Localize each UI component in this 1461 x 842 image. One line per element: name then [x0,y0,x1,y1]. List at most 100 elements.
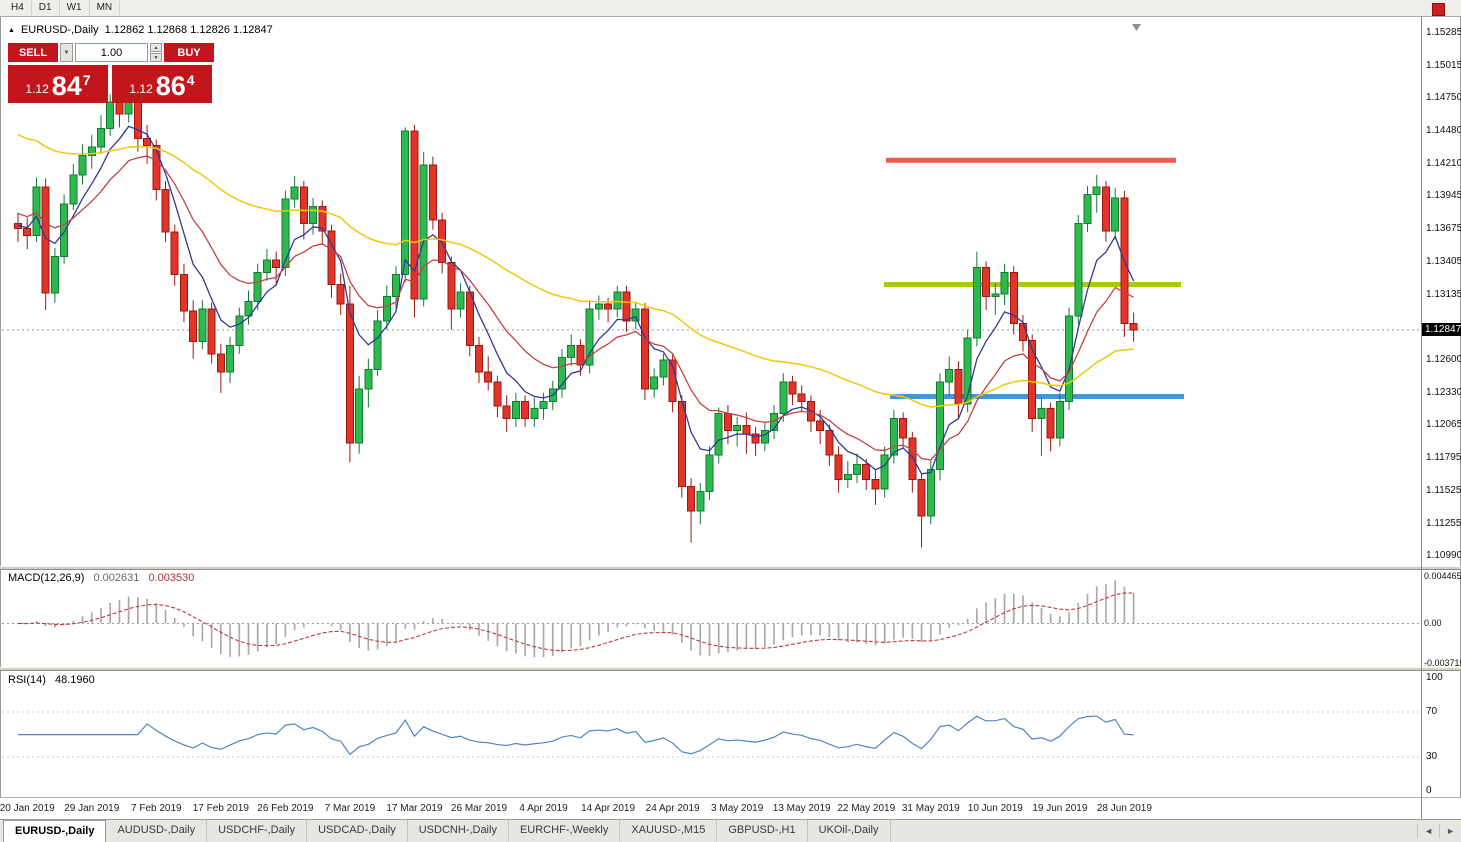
buy-price-main: 1.12 [129,82,153,96]
macd-scale-label: -0.003715 [1424,658,1461,668]
price-scale-label: 1.12065 [1426,419,1461,431]
timeframe-button-d1[interactable]: D1 [32,1,60,15]
sell-price-big: 84 [51,71,82,101]
one-click-trading-panel: SELL ▼ ▲ ▼ BUY 1.12 84 7 1.12 86 4 [8,43,214,103]
date-label: 28 Jun 2019 [1096,803,1152,814]
chart-tab-usdcnh[interactable]: USDCNH-,Daily [408,820,509,842]
date-label: 26 Feb 2019 [257,803,314,814]
price-scale-label: 1.13945 [1426,190,1461,202]
chart-tab-bar: EURUSD-,Daily AUDUSD-,Daily USDCHF-,Daily U… [0,819,1461,842]
price-scale-label: 1.14210 [1426,157,1461,169]
chart-tab-eurusd[interactable]: EURUSD-,Daily [3,820,107,842]
sell-price-main: 1.12 [25,82,49,96]
buy-quote-panel[interactable]: 1.12 86 4 [112,65,212,103]
date-label: 17 Feb 2019 [192,803,249,814]
price-scale-label: 1.12330 [1426,386,1461,398]
date-label: 7 Feb 2019 [130,803,182,814]
price-scale-label: 1.15015 [1426,59,1461,71]
chart-header: ▲ EURUSD-,Daily 1.12862 1.12868 1.12826 … [8,24,273,36]
date-label: 19 Jun 2019 [1032,803,1088,814]
rsi-value: 48.1960 [54,674,95,686]
candlestick-series [14,85,1138,548]
price-scale-separator [1421,17,1422,819]
date-label: 26 Mar 2019 [450,803,508,814]
price-scale-label: 1.11795 [1426,451,1461,463]
price-scale-label: 1.15285 [1426,27,1461,38]
macd-signal-line [17,592,1134,652]
date-label: 7 Mar 2019 [324,803,376,814]
ma-line-medium [17,155,1134,461]
macd-signal-value: 0.003530 [148,572,195,584]
macd-main-value: 0.002631 [93,572,140,584]
macd-panel-divider[interactable] [0,566,1461,570]
tab-scroll-left-button[interactable]: ◄ [1417,824,1439,838]
chart-tab-xauusd[interactable]: XAUUSD-,M15 [620,820,718,842]
timeframe-button-h4[interactable]: H4 [4,1,32,15]
price-scale-label: 1.14480 [1426,125,1461,137]
volume-input[interactable] [75,43,148,62]
quote-row: 1.12 84 7 1.12 86 4 [8,65,214,103]
ma-line-fast [17,125,1135,475]
buy-button[interactable]: BUY [164,43,214,62]
rsi-scale-label: 70 [1426,706,1438,718]
timeframe-buttons: H4 D1 W1 MN [4,1,121,15]
rsi-scale-label: 30 [1426,751,1438,763]
price-scale-label: 1.13675 [1426,223,1461,235]
rsi-indicator-label: RSI(14) 48.1960 [8,674,95,686]
macd-scale-label: 0.004465 [1424,571,1461,581]
timeframe-button-w1[interactable]: W1 [60,1,90,15]
chart-tab-gbpusd[interactable]: GBPUSD-,H1 [717,820,808,842]
rsi-line [18,715,1134,756]
macd-name: MACD(12,26,9) [8,572,85,584]
chart-tabs: EURUSD-,Daily AUDUSD-,Daily USDCHF-,Daily U… [3,820,891,842]
price-scale-label: 1.13135 [1426,288,1461,300]
price-scale-label: 1.14750 [1426,92,1461,104]
price-scale-label: 1.12600 [1426,353,1461,365]
date-label: 3 May 2019 [711,803,764,814]
price-scale-label: 1.10990 [1426,550,1461,561]
chart-tab-eurchf[interactable]: EURCHF-,Weekly [509,820,621,842]
price-scale-label: 1.11255 [1426,517,1461,529]
expand-icon[interactable]: ▲ [8,27,15,34]
date-label: 22 May 2019 [837,803,896,814]
timeframe-toolbar: H4 D1 W1 MN [0,0,1461,17]
time-axis[interactable]: 20 Jan 2019 29 Jan 2019 7 Feb 2019 17 Feb 2… [0,797,1461,819]
rsi-panel-divider[interactable] [0,667,1461,671]
price-scale: 1.15285 1.15015 1.14750 1.14480 1.14210 1.139… [1422,0,1461,842]
date-label: 10 Jun 2019 [967,803,1023,814]
volume-dropdown-button[interactable]: ▼ [60,43,73,62]
price-scale-label: 1.11525 [1426,484,1461,496]
volume-increase-button[interactable]: ▲ [150,43,162,52]
trade-controls-row: SELL ▼ ▲ ▼ BUY [8,43,214,62]
rsi-scale-label: 100 [1426,672,1443,684]
current-price-badge: 1.12847 [1422,323,1461,337]
chart-tab-usdcad[interactable]: USDCAD-,Daily [307,820,408,842]
ma-line-slow [17,134,1134,408]
macd-indicator-label: MACD(12,26,9) 0.002631 0.003530 [8,572,194,584]
buy-price-big: 86 [155,71,186,101]
rsi-scale-label: 0 [1426,785,1432,796]
horizontal-level-lines[interactable] [884,157,1184,399]
tab-scroll-buttons: ◄ ► [1417,820,1461,842]
tab-scroll-right-button[interactable]: ► [1439,824,1461,838]
chart-tab-ukoil[interactable]: UKOil-,Daily [808,820,891,842]
macd-histogram [26,580,1135,658]
volume-decrease-button[interactable]: ▼ [150,53,162,62]
price-scale-label: 1.13405 [1426,255,1461,267]
timeframe-button-mn[interactable]: MN [90,1,121,15]
sell-button[interactable]: SELL [8,43,58,62]
date-label: 17 Mar 2019 [386,803,443,814]
sell-price-pip: 7 [82,72,91,88]
status-indicator-icon[interactable] [1432,3,1445,16]
date-label: 24 Apr 2019 [645,803,700,814]
sell-quote-panel[interactable]: 1.12 84 7 [8,65,108,103]
chart-symbol-label: EURUSD-,Daily [20,24,99,36]
shift-marker-icon[interactable] [1132,24,1141,31]
date-label: 4 Apr 2019 [519,803,568,814]
volume-spinner: ▲ ▼ [150,43,162,62]
chart-tab-usdchf[interactable]: USDCHF-,Daily [207,820,308,842]
rsi-name: RSI(14) [8,674,46,686]
chart-tab-audusd[interactable]: AUDUSD-,Daily [106,820,208,842]
